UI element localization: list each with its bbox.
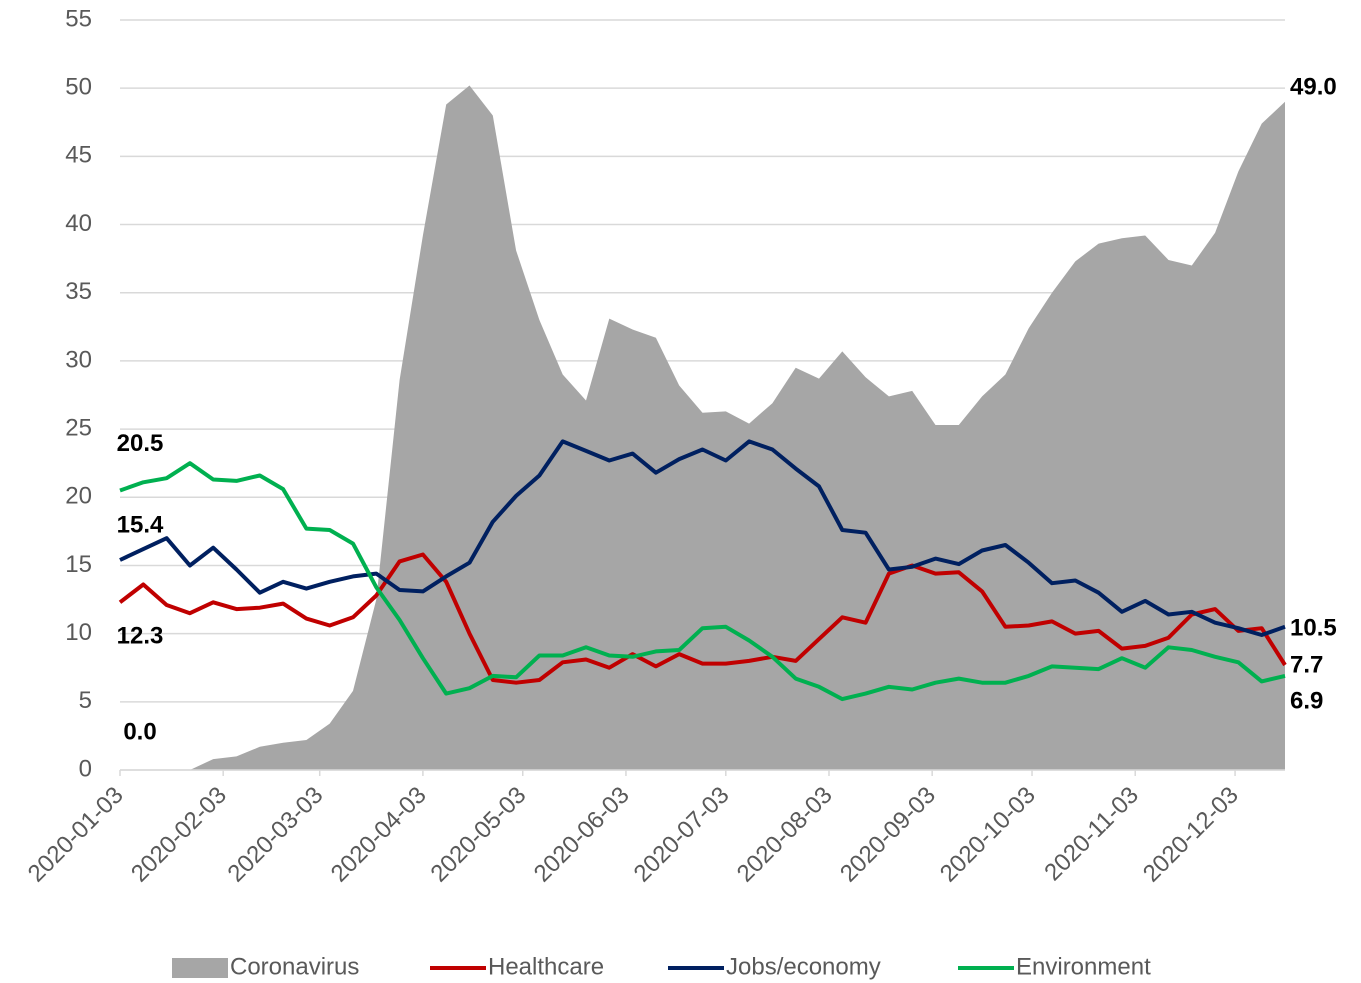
y-tick-label: 50 [65, 74, 92, 101]
data-label: 7.7 [1290, 651, 1323, 678]
line [119, 439, 1286, 637]
x-tick-label: 2020-01-03 [23, 782, 129, 888]
x-tick-label: 2020-07-03 [629, 782, 735, 888]
y-tick-label: 55 [65, 5, 92, 32]
data-label: 15.4 [117, 511, 164, 538]
line [119, 461, 1286, 702]
x-tick-label: 2020-05-03 [426, 782, 532, 888]
x-tick-label: 2020-03-03 [223, 782, 329, 888]
x-tick-label: 2020-04-03 [326, 782, 432, 888]
data-label: 12.3 [117, 623, 164, 650]
line [118, 552, 1287, 685]
legend-label: Coronavirus [230, 953, 359, 980]
data-label: 6.9 [1290, 687, 1323, 714]
y-tick-label: 15 [65, 551, 92, 578]
data-label: 49.0 [1290, 73, 1337, 100]
data-label: 0.0 [123, 718, 156, 745]
y-tick-label: 45 [65, 142, 92, 169]
x-tick-label: 2020-06-03 [529, 782, 635, 888]
x-tick-label: 2020-02-03 [126, 782, 232, 888]
legend-label: Environment [1016, 953, 1151, 980]
y-tick-label: 20 [65, 483, 92, 510]
x-tick-label: 2020-08-03 [732, 782, 838, 888]
y-tick-label: 40 [65, 210, 92, 237]
data-label: 20.5 [117, 430, 164, 457]
series-group [118, 85, 1287, 770]
x-tick-label: 2020-11-03 [1039, 782, 1144, 887]
y-tick-label: 0 [79, 755, 92, 782]
x-tick-label: 2020-10-03 [935, 782, 1041, 888]
y-tick-label: 25 [65, 414, 92, 441]
y-tick-label: 10 [65, 619, 92, 646]
x-tick-label: 2020-09-03 [835, 782, 941, 888]
y-tick-label: 30 [65, 346, 92, 373]
data-label: 10.5 [1290, 614, 1337, 641]
y-tick-label: 35 [65, 278, 92, 305]
x-tick-label: 2020-12-03 [1138, 782, 1244, 888]
legend-label: Healthcare [488, 953, 604, 980]
legend-label: Jobs/economy [726, 953, 881, 980]
y-tick-label: 5 [79, 687, 92, 714]
area [120, 85, 1285, 770]
legend-swatch [172, 958, 228, 978]
